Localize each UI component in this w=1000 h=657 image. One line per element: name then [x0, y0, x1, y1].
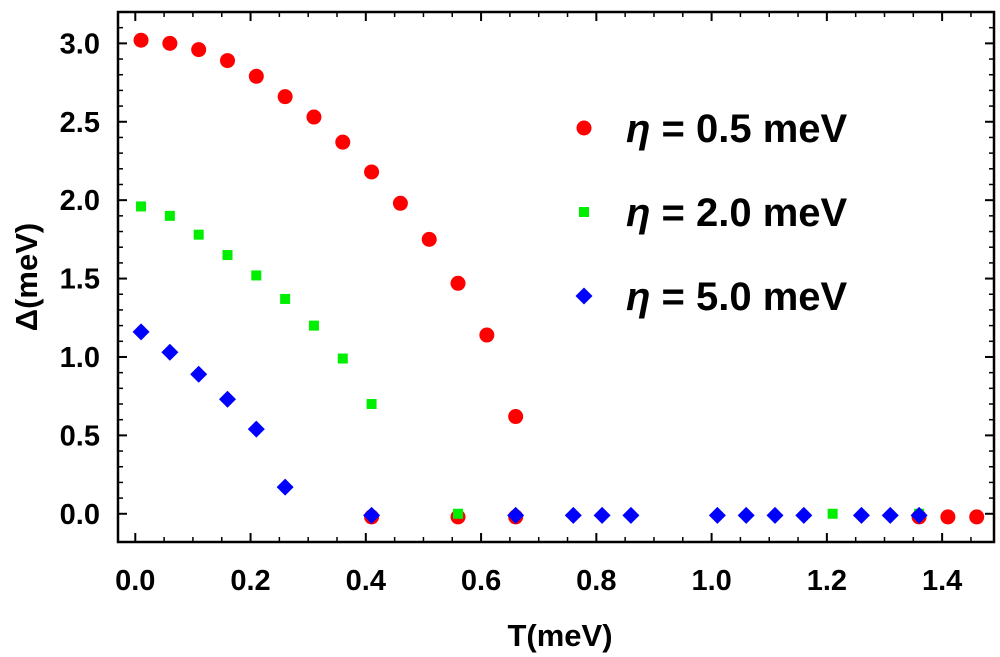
data-point	[335, 134, 351, 150]
x-tick-label: 1.4	[922, 565, 962, 597]
x-tick-label: 0.8	[576, 565, 616, 597]
data-point	[162, 35, 178, 51]
data-point	[136, 201, 147, 212]
data-point	[766, 506, 784, 524]
legend-entry: η = 0.5 meV	[576, 107, 848, 151]
y-tick-label: 1.5	[60, 264, 100, 296]
data-point	[308, 320, 319, 331]
data-point	[421, 231, 437, 247]
data-point	[191, 42, 207, 58]
legend-label: η = 5.0 meV	[626, 275, 848, 319]
legend-marker	[579, 207, 589, 217]
data-point	[910, 506, 928, 524]
legend-marker	[575, 287, 593, 305]
x-tick-label: 0.6	[461, 565, 501, 597]
legend-value: = 2.0 meV	[650, 191, 847, 235]
data-point	[337, 353, 348, 364]
data-point	[251, 270, 262, 281]
data-point	[364, 164, 380, 180]
data-point	[392, 195, 408, 211]
x-axis-label: T(meV)	[507, 618, 612, 653]
data-point	[507, 506, 525, 524]
data-point	[161, 343, 179, 361]
data-point	[940, 509, 956, 525]
data-point	[827, 508, 838, 519]
legend-entry: η = 2.0 meV	[579, 191, 848, 235]
x-tick-label: 0.4	[346, 565, 386, 597]
data-point	[737, 506, 755, 524]
data-point	[795, 506, 813, 524]
data-point	[277, 89, 293, 105]
data-point	[708, 506, 726, 524]
x-tick-label: 1.0	[691, 565, 731, 597]
x-tick-label: 0.0	[115, 565, 155, 597]
data-point	[190, 365, 208, 383]
y-tick-labels: 0.0 0.5 1.0 1.5 2.0 2.5 3.0	[60, 28, 100, 530]
data-point	[133, 32, 149, 48]
legend-marker	[576, 120, 592, 136]
plot-frame	[116, 10, 996, 544]
data-point	[164, 210, 175, 221]
x-tick-label: 0.2	[230, 565, 270, 597]
series-3	[132, 323, 928, 524]
y-axis-label: Δ(meV)	[9, 223, 44, 331]
data-point	[222, 250, 233, 261]
data-point	[132, 323, 150, 341]
data-point	[248, 68, 264, 84]
data-point	[593, 506, 611, 524]
data-point	[366, 399, 377, 410]
data-points	[132, 32, 985, 525]
legend-value: = 0.5 meV	[650, 107, 847, 151]
data-point	[508, 409, 524, 425]
data-point	[247, 420, 265, 438]
legend-entry: η = 5.0 meV	[575, 275, 848, 319]
data-point	[453, 508, 464, 519]
data-point	[219, 390, 236, 408]
data-point	[450, 275, 466, 291]
data-point	[363, 506, 381, 524]
data-point	[280, 293, 291, 304]
data-point	[881, 506, 899, 524]
data-point	[564, 506, 582, 524]
y-tick-label: 0.5	[60, 420, 100, 452]
legend-label: η = 0.5 meV	[626, 107, 848, 151]
data-point	[852, 506, 870, 524]
y-tick-label: 0.0	[60, 499, 100, 531]
data-point	[220, 53, 235, 69]
legend-label: η = 2.0 meV	[626, 191, 848, 235]
y-tick-label: 2.5	[60, 107, 100, 139]
series-2	[136, 201, 925, 519]
y-tick-label: 2.0	[60, 185, 100, 217]
data-point	[306, 109, 322, 125]
x-tick-labels: 0.0 0.2 0.4 0.6 0.8 1.0 1.2 1.4	[115, 565, 962, 597]
y-tick-label: 3.0	[60, 28, 100, 60]
y-tick-label: 1.0	[60, 342, 100, 374]
legend-eta-symbol: η	[626, 107, 650, 151]
data-point	[193, 229, 204, 240]
axis-ticks	[118, 12, 994, 542]
legend-eta-symbol: η	[626, 275, 650, 319]
legend-value: = 5.0 meV	[650, 275, 847, 319]
x-tick-label: 1.2	[807, 565, 847, 597]
data-point	[969, 509, 985, 525]
data-point	[276, 478, 294, 496]
legend-eta-symbol: η	[626, 191, 650, 235]
data-point	[622, 506, 640, 524]
data-point	[479, 327, 495, 343]
